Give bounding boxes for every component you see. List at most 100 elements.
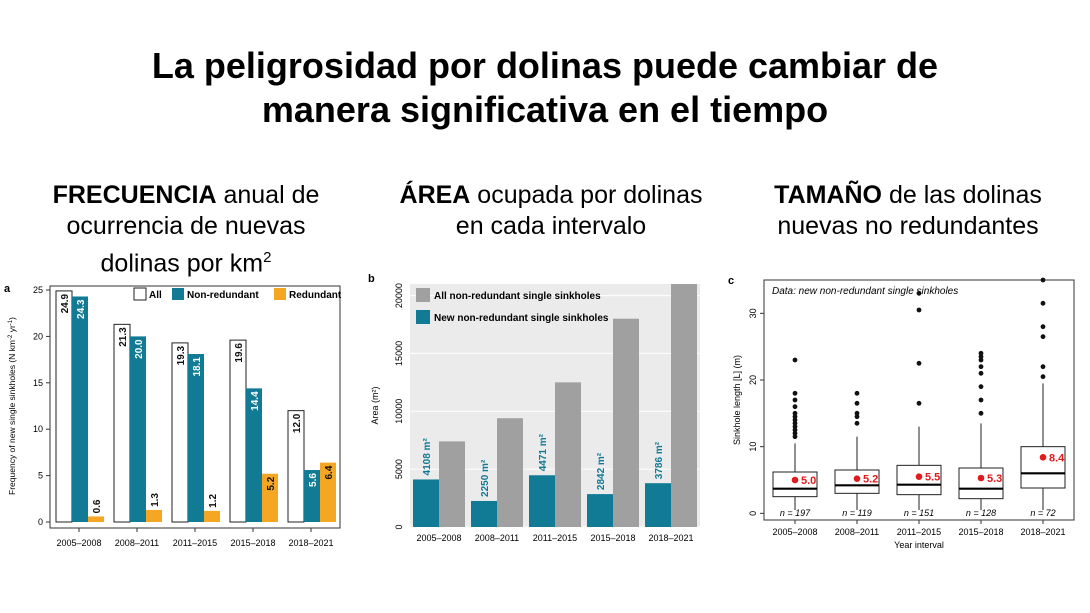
- y-axis-label-a: Frequency of new single sinkholes (N km -…: [7, 317, 17, 495]
- outlier-c-0-9: [792, 397, 798, 403]
- outlier-c-3-5: [978, 357, 984, 363]
- outlier-c-0-0: [792, 434, 798, 440]
- x-tick-label-b-3: 2015–2018: [590, 533, 635, 543]
- mean-label-c-0: 5.0: [801, 475, 816, 487]
- page-title-line1: La peligrosidad por dolinas puede cambia…: [151, 45, 939, 86]
- y-tick-label-a-1: 5: [38, 471, 43, 481]
- x-tick-label-c-3: 2015–2018: [958, 527, 1003, 537]
- n-label-c-3: n = 128: [966, 508, 996, 518]
- y-axis-label-a-part-4: ): [7, 317, 17, 320]
- box-c-2: [896, 464, 942, 496]
- outlier-c-4-2: [1040, 334, 1046, 340]
- x-axis-label-c: Year interval: [894, 540, 944, 550]
- outlier-c-0-1: [792, 430, 798, 436]
- mean-label-c-1: 5.2: [863, 474, 878, 486]
- n-label-c-1: n = 119: [842, 508, 872, 518]
- outlier-c-4-5: [1040, 277, 1046, 283]
- legend-label-a-0: All: [149, 290, 162, 301]
- outlier-c-4-0: [1040, 374, 1046, 380]
- data-label-a-0-1: 21.3: [118, 327, 129, 347]
- y-axis-label-b: Area (m²): [370, 386, 380, 424]
- data-label-a-1-1: 20.0: [134, 339, 145, 359]
- bar-a-2-1: [146, 509, 162, 522]
- x-tick-label-b-2: 2011–2015: [533, 533, 577, 543]
- data-label-a-1-4: 5.6: [308, 473, 319, 487]
- mean-label-c-3: 5.3: [987, 473, 1002, 485]
- x-tick-label-a-0: 2005–2008: [56, 538, 101, 548]
- outlier-c-0-6: [792, 414, 798, 420]
- area-bar-chart: b 0 5000 10000 15000 20000 Area (m²) 2005–2008 4…: [368, 273, 700, 543]
- x-tick-label-a-1: 2008–2011: [115, 538, 159, 548]
- bar-b-1-1: [497, 418, 523, 527]
- panel-label-c: c: [728, 275, 734, 287]
- outlier-c-4-4: [1040, 300, 1046, 306]
- outlier-c-2-2: [916, 307, 922, 313]
- data-label-a-2-0: 0.6: [92, 499, 103, 513]
- n-label-c-4: n = 72: [1030, 508, 1055, 518]
- box-c-3: [958, 467, 1004, 500]
- data-label-a-1-3: 14.4: [250, 391, 261, 411]
- y-tick-label-a-4: 20: [33, 331, 43, 341]
- y-tick-label-a-0: 0: [38, 517, 43, 527]
- y-tick-label-a-2: 10: [33, 424, 43, 434]
- box-c-0: [772, 471, 818, 498]
- subtitle-frequency: FRECUENCIA anual de ocurrencia de nuevas…: [26, 180, 346, 279]
- bar-b-0-3: [587, 494, 613, 527]
- x-tick-label-a-2: 2011–2015: [173, 538, 217, 548]
- box-c-4: [1020, 446, 1066, 489]
- legend-label-b-1: All non-redundant single sinkholes: [434, 291, 601, 302]
- mean-point-c-0: [791, 476, 799, 484]
- mean-label-c-4: 8.4: [1049, 452, 1065, 464]
- x-tick-label-c-1: 2008–2011: [835, 527, 879, 537]
- y-tick-label-a-3: 15: [33, 378, 43, 388]
- size-boxplot-chart: c Data: new non-redundant single sinkhole…: [728, 275, 1075, 550]
- bar-b-0-2: [529, 475, 555, 527]
- y-tick-label-b-4: 20000: [394, 283, 404, 308]
- subtitle-area-rest: ocupada por dolinas en cada intervalo: [455, 181, 703, 240]
- bar-a-2-3: [262, 473, 278, 522]
- outlier-c-3-7: [978, 350, 984, 356]
- outlier-c-0-5: [792, 417, 798, 423]
- page-title: La peligrosidad por dolinas puede cambia…: [0, 44, 1090, 132]
- y-axis-label-a-part-3: -1: [8, 319, 14, 325]
- data-label-a-0-3: 19.6: [234, 343, 245, 363]
- legend-swatch-a-1: [172, 288, 184, 300]
- page-title-line2: manera significativa en el tiempo: [261, 89, 829, 130]
- y-axis-label-a-part-0: Frequency of new single sinkholes (N km: [7, 340, 17, 495]
- bar-a-2-2: [204, 510, 220, 522]
- y-tick-label-c-1: 10: [748, 442, 758, 452]
- bar-a-1-4: [304, 470, 320, 522]
- outlier-c-3-6: [978, 354, 984, 360]
- bar-a-0-4: [287, 410, 305, 523]
- x-tick-label-b-0: 2005–2008: [416, 533, 461, 543]
- legend-swatch-a-2: [274, 288, 286, 300]
- legend-label-a-1: Non-redundant: [187, 290, 259, 301]
- bar-a-1-0: [72, 296, 88, 522]
- bar-b-0-1: [471, 500, 497, 527]
- x-tick-label-a-4: 2018–2021: [288, 538, 333, 548]
- bar-b-1-3: [613, 318, 639, 527]
- legend-label-b-0: New non-redundant single sinkholes: [434, 313, 609, 324]
- outlier-c-0-10: [792, 390, 798, 396]
- outlier-c-0-11: [792, 357, 798, 363]
- bar-b-1-4: [671, 284, 697, 527]
- outlier-c-2-3: [916, 290, 922, 296]
- subtitle-size: TAMAÑO de las dolinas nuevas no redundan…: [748, 180, 1068, 242]
- outlier-c-0-4: [792, 420, 798, 426]
- y-tick-label-a-5: 25: [33, 285, 43, 295]
- y-tick-label-b-1: 5000: [394, 459, 404, 479]
- data-label-a-1-0: 24.3: [76, 299, 87, 319]
- mean-point-c-1: [853, 475, 861, 482]
- bar-b-0-0: [413, 479, 439, 527]
- y-axis-label-c: Sinkhole length [L] (m): [732, 355, 742, 445]
- mean-label-c-2: 5.5: [925, 472, 940, 484]
- y-tick-label-c-2: 20: [748, 375, 758, 385]
- x-tick-label-c-2: 2011–2015: [897, 527, 941, 537]
- subtitle-area: ÁREA ocupada por dolinas en cada interva…: [391, 180, 711, 242]
- outlier-c-1-4: [854, 390, 860, 396]
- outlier-c-2-0: [916, 400, 922, 406]
- outlier-c-1-2: [854, 410, 860, 416]
- x-tick-label-a-3: 2015–2018: [230, 538, 275, 548]
- n-label-c-2: n = 151: [904, 508, 934, 518]
- subtitle-frequency-sup: 2: [263, 249, 272, 266]
